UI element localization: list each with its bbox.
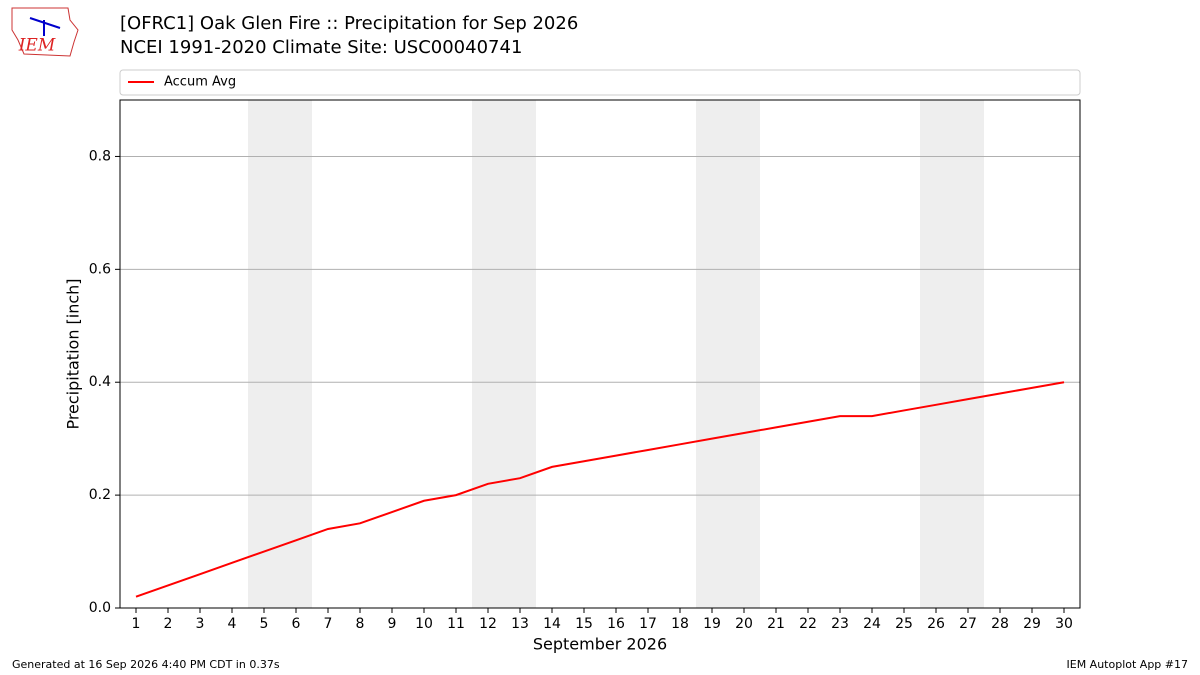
x-tick-label: 3 — [196, 616, 205, 632]
y-tick-label: 0.6 — [89, 261, 111, 277]
x-tick-label: 11 — [447, 616, 465, 632]
x-tick-label: 13 — [511, 616, 529, 632]
x-tick-label: 4 — [228, 616, 237, 632]
plot-frame — [119, 99, 1081, 609]
legend-label: Accum Avg — [164, 75, 236, 90]
legend-box — [119, 69, 1081, 96]
weekend-shade — [920, 100, 952, 608]
x-tick-label: 15 — [575, 616, 593, 632]
weekend-shade — [696, 100, 728, 608]
x-axis-label: September 2026 — [533, 635, 667, 654]
x-tick-label: 16 — [607, 616, 625, 632]
x-tick-label: 19 — [703, 616, 721, 632]
weekend-shade — [472, 100, 504, 608]
x-tick-label: 21 — [767, 616, 785, 632]
y-axis-label: Precipitation [inch] — [64, 278, 83, 429]
x-tick-label: 27 — [959, 616, 977, 632]
x-tick-label: 24 — [863, 616, 881, 632]
x-tick-label: 14 — [543, 616, 561, 632]
y-tick-label: 0.4 — [89, 374, 111, 390]
x-tick-label: 10 — [415, 616, 433, 632]
x-tick-label: 20 — [735, 616, 753, 632]
logo-text: IEM — [18, 36, 56, 56]
x-tick-label: 30 — [1055, 616, 1073, 632]
x-tick-label: 29 — [1023, 616, 1041, 632]
y-tick-label: 0.2 — [89, 487, 111, 503]
x-tick-label: 26 — [927, 616, 945, 632]
footer-right: IEM Autoplot App #17 — [1067, 658, 1189, 671]
chart-title: [OFRC1] Oak Glen Fire :: Precipitation f… — [120, 13, 578, 34]
y-tick-label: 0.0 — [89, 600, 111, 616]
x-tick-label: 6 — [292, 616, 301, 632]
x-tick-label: 25 — [895, 616, 913, 632]
x-tick-label: 2 — [164, 616, 173, 632]
y-tick-label: 0.8 — [89, 148, 111, 164]
x-tick-label: 22 — [799, 616, 817, 632]
data-line — [135, 381, 1065, 598]
x-tick-label: 5 — [260, 616, 269, 632]
footer-left: Generated at 16 Sep 2026 4:40 PM CDT in … — [12, 658, 280, 671]
x-tick-label: 12 — [479, 616, 497, 632]
x-tick-label: 17 — [639, 616, 657, 632]
weekend-shade — [728, 100, 760, 608]
weekend-shade — [248, 100, 280, 608]
x-tick-label: 1 — [132, 616, 141, 632]
weekend-shade — [504, 100, 536, 608]
x-tick-label: 23 — [831, 616, 849, 632]
x-tick-label: 9 — [388, 616, 397, 632]
logo: IEM — [11, 7, 79, 57]
weekend-shade — [280, 100, 312, 608]
x-tick-label: 7 — [324, 616, 333, 632]
x-tick-label: 8 — [356, 616, 365, 632]
x-tick-label: 28 — [991, 616, 1009, 632]
weekend-shade — [952, 100, 984, 608]
x-tick-label: 18 — [671, 616, 689, 632]
chart-subtitle: NCEI 1991-2020 Climate Site: USC00040741 — [120, 37, 522, 58]
